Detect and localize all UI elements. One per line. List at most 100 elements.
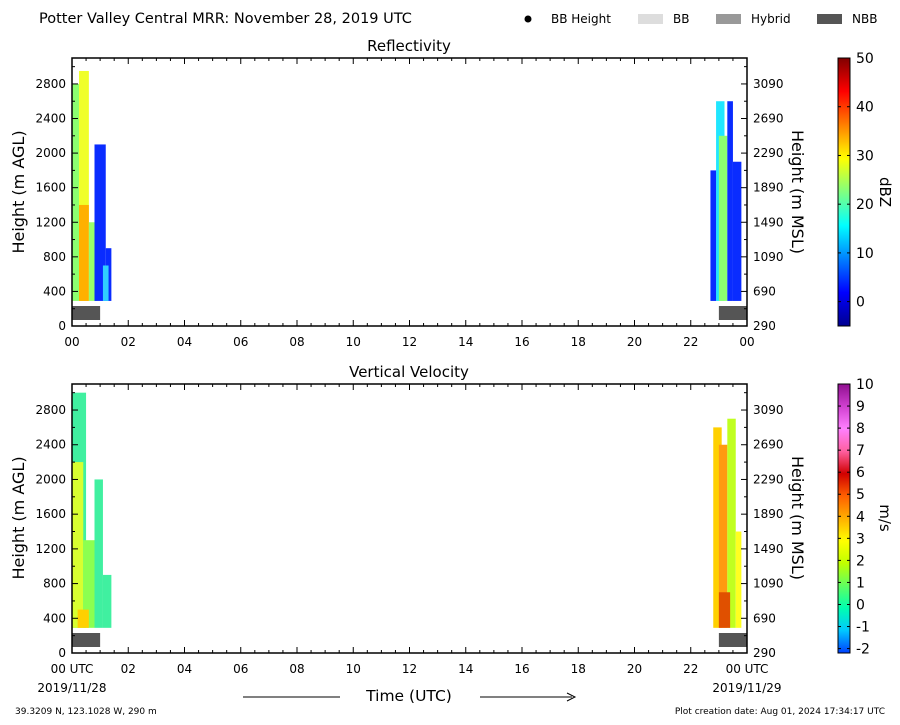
data-band xyxy=(94,144,106,301)
x-tick-label: 08 xyxy=(289,335,304,349)
data-band xyxy=(727,418,736,628)
reflectivity-axes: 00 02 04 06 08 10 12 14 16 18 20 22 0004008001200160… xyxy=(35,58,784,349)
y2-tick-label: 3090 xyxy=(753,77,784,91)
y-tick-label: 2000 xyxy=(35,472,66,486)
x-tick-label: 02 xyxy=(121,335,136,349)
colorbar-tick-label: 10 xyxy=(856,246,874,262)
bright-band-marker-nbb xyxy=(72,633,101,647)
data-band xyxy=(79,70,89,301)
data-band xyxy=(713,427,722,628)
y2-tick-label: 2290 xyxy=(753,146,784,160)
bright-band-marker-nbb xyxy=(72,306,101,320)
x-tick-label: 10 xyxy=(346,662,361,676)
y2-tick-label: 290 xyxy=(753,646,776,660)
x-tick-label: 06 xyxy=(233,335,248,349)
data-band xyxy=(83,540,95,628)
figure-title: Potter Valley Central MRR: November 28, … xyxy=(39,11,412,27)
colorbar-tick-label: 8 xyxy=(856,421,865,437)
y2-tick-label: 1490 xyxy=(753,215,784,229)
y-tick-label: 1600 xyxy=(35,181,66,195)
y-tick-label: 2800 xyxy=(35,77,66,91)
velocity-colorbar xyxy=(837,383,851,654)
data-band xyxy=(732,161,742,301)
start-date: 2019/11/28 xyxy=(37,681,106,695)
colorbar-tick-label: 7 xyxy=(856,443,865,459)
x-tick-label: 18 xyxy=(571,335,586,349)
y-tick-label: 400 xyxy=(43,611,66,625)
legend-swatch-bb xyxy=(638,14,663,24)
y2-tick-label: 1490 xyxy=(753,542,784,556)
colorbar-tick-label: 3 xyxy=(856,531,865,547)
legend-label: Hybrid xyxy=(751,12,791,26)
y2-tick-label: 690 xyxy=(753,284,776,298)
colorbar-tick-label: 0 xyxy=(856,597,865,613)
reflectivity-colorbar-ticks: 0 10 20 30 40 50 xyxy=(838,51,874,311)
x-tick-label: 00 UTC xyxy=(726,662,769,676)
x-tick-label: 14 xyxy=(458,335,473,349)
legend-label: BB xyxy=(673,12,689,26)
y-tick-label: 0 xyxy=(58,646,66,660)
x-tick-label: 06 xyxy=(233,662,248,676)
x-tick-label: 04 xyxy=(177,662,192,676)
colorbar-tick-label: 10 xyxy=(856,377,874,393)
y-tick-label: 800 xyxy=(43,250,66,264)
reflectivity-y2label: Height (m MSL) xyxy=(788,130,807,254)
x-tick-label: 18 xyxy=(571,662,586,676)
y2-tick-label: 290 xyxy=(753,319,776,333)
colorbar-tick-label: 5 xyxy=(856,487,865,503)
reflectivity-colorbar-label: dBZ xyxy=(876,177,894,207)
x-tick-label: 02 xyxy=(121,662,136,676)
reflectivity-ylabel: Height (m AGL) xyxy=(9,130,28,253)
x-tick-label: 22 xyxy=(683,335,698,349)
data-band xyxy=(94,479,103,628)
legend-swatch-hybrid xyxy=(716,14,741,24)
data-band xyxy=(710,170,717,301)
x-tick-label: 04 xyxy=(177,335,192,349)
y-tick-label: 2000 xyxy=(35,146,66,160)
velocity-title: Vertical Velocity xyxy=(349,363,469,381)
data-band xyxy=(727,101,733,301)
velocity-colorbar-ticks: -2 -1 0 1 2 3 4 5 6 7 8 9 10 xyxy=(838,377,874,658)
x-tick-label: 00 xyxy=(739,335,754,349)
legend-dot-marker xyxy=(524,15,532,23)
data-band xyxy=(79,204,89,301)
reflectivity-panel: Reflectivity 00 02 04 06 08 10 12 14 16 18 20 22 000… xyxy=(9,37,894,349)
colorbar-tick-label: 1 xyxy=(856,575,865,591)
velocity-data xyxy=(72,392,747,647)
bright-band-marker-nbb xyxy=(718,633,747,647)
data-band xyxy=(72,83,80,301)
y-tick-label: 2400 xyxy=(35,112,66,126)
y-tick-label: 2800 xyxy=(35,403,66,417)
data-band xyxy=(102,265,109,301)
data-band xyxy=(102,574,112,628)
data-band xyxy=(72,462,84,628)
x-tick-label: 16 xyxy=(514,335,529,349)
reflectivity-colorbar xyxy=(837,57,851,327)
header-legend: BB Height BB Hybrid NBB xyxy=(524,12,877,26)
y2-tick-label: 2290 xyxy=(753,472,784,486)
x-tick-label: 22 xyxy=(683,662,698,676)
y-tick-label: 0 xyxy=(58,319,66,333)
data-band xyxy=(77,609,89,628)
velocity-panel: Vertical Velocity 00 UTC 02 04 06 08 10 12 14 16… xyxy=(9,363,894,676)
y2-tick-label: 2690 xyxy=(753,438,784,452)
reflectivity-plot-area xyxy=(71,57,748,327)
colorbar-tick-label: 9 xyxy=(856,399,865,415)
y-tick-label: 2400 xyxy=(35,438,66,452)
y2-tick-label: 1890 xyxy=(753,181,784,195)
colorbar-tick-label: 2 xyxy=(856,553,865,569)
y-tick-label: 400 xyxy=(43,284,66,298)
velocity-plot-area xyxy=(71,383,748,654)
data-band xyxy=(735,531,742,628)
colorbar-tick-label: -2 xyxy=(856,642,870,658)
x-tick-label: 00 xyxy=(64,335,79,349)
x-tick-label: 12 xyxy=(402,662,417,676)
station-location: 39.3209 N, 123.1028 W, 290 m xyxy=(15,707,157,717)
colorbar-tick-label: -1 xyxy=(856,620,870,636)
reflectivity-data xyxy=(72,70,747,320)
end-date: 2019/11/29 xyxy=(712,681,781,695)
time-axis-label: Time (UTC) xyxy=(365,687,452,705)
legend-swatch-nbb xyxy=(817,14,842,24)
velocity-axes: 00 UTC 02 04 06 08 10 12 14 16 18 20 22 00 UTC 0 400 80… xyxy=(35,384,784,676)
